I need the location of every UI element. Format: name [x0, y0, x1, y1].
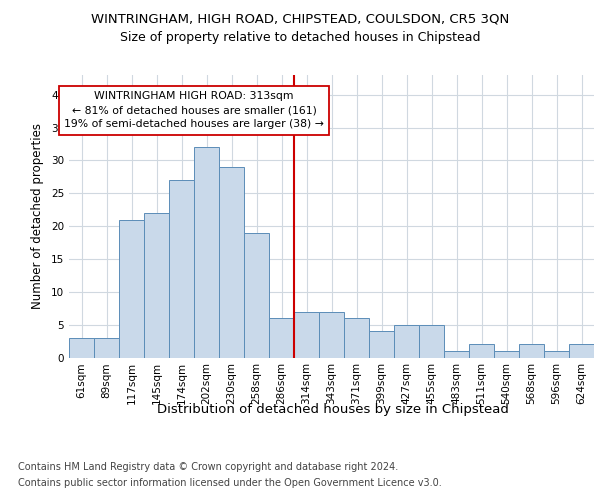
Bar [344, 318, 369, 358]
Bar [469, 344, 494, 358]
Bar [569, 344, 594, 358]
Bar [419, 324, 444, 358]
Bar [519, 344, 544, 358]
Bar [544, 351, 569, 358]
Bar [494, 351, 519, 358]
Bar [319, 312, 344, 358]
Text: WINTRINGHAM HIGH ROAD: 313sqm
← 81% of detached houses are smaller (161)
19% of : WINTRINGHAM HIGH ROAD: 313sqm ← 81% of d… [64, 92, 324, 130]
Bar [444, 351, 469, 358]
Y-axis label: Number of detached properties: Number of detached properties [31, 123, 44, 309]
Bar [169, 180, 194, 358]
Bar [194, 148, 219, 358]
Bar [219, 167, 244, 358]
Text: Contains HM Land Registry data © Crown copyright and database right 2024.: Contains HM Land Registry data © Crown c… [18, 462, 398, 472]
Bar [369, 331, 394, 357]
Text: WINTRINGHAM, HIGH ROAD, CHIPSTEAD, COULSDON, CR5 3QN: WINTRINGHAM, HIGH ROAD, CHIPSTEAD, COULS… [91, 12, 509, 26]
Text: Contains public sector information licensed under the Open Government Licence v3: Contains public sector information licen… [18, 478, 442, 488]
Bar [119, 220, 144, 358]
Text: Size of property relative to detached houses in Chipstead: Size of property relative to detached ho… [120, 31, 480, 44]
Bar [69, 338, 94, 357]
Bar [144, 213, 169, 358]
Bar [244, 232, 269, 358]
Bar [94, 338, 119, 357]
Bar [294, 312, 319, 358]
Text: Distribution of detached houses by size in Chipstead: Distribution of detached houses by size … [157, 402, 509, 415]
Bar [394, 324, 419, 358]
Bar [269, 318, 294, 358]
